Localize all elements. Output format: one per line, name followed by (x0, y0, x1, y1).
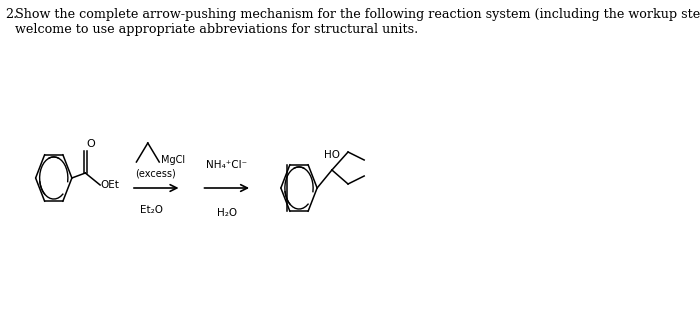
Text: (excess): (excess) (135, 168, 176, 178)
Text: 2.: 2. (6, 8, 18, 21)
Text: H₂O: H₂O (217, 208, 237, 218)
Text: MgCl: MgCl (160, 155, 185, 165)
Text: NH₄⁺Cl⁻: NH₄⁺Cl⁻ (206, 160, 247, 170)
Text: OEt: OEt (101, 180, 120, 190)
Text: Et₂O: Et₂O (140, 205, 163, 215)
Text: O: O (87, 139, 95, 149)
Text: HO: HO (324, 150, 340, 160)
Text: Show the complete arrow-pushing mechanism for the following reaction system (inc: Show the complete arrow-pushing mechanis… (15, 8, 700, 36)
